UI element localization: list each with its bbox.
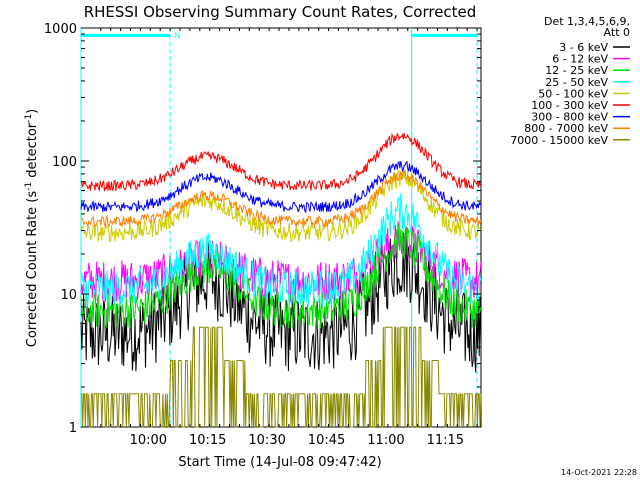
- y-axis-label-exp1: -1: [24, 182, 34, 191]
- legend-entry-label: 6 - 12 keV: [552, 53, 608, 66]
- y-axis-label: Corrected Count Rate (s-1 detector-1): [24, 109, 40, 347]
- legend-entry-label: 300 - 800 keV: [531, 111, 608, 124]
- y-tick-label: 100: [52, 155, 77, 170]
- y-tick-label: 1000: [44, 22, 77, 37]
- series-line: [80, 223, 482, 329]
- x-tick-label: 11:15: [427, 433, 464, 448]
- y-axis-label-exp2: -1: [24, 114, 34, 123]
- x-tick-label: 10:00: [130, 433, 167, 448]
- y-axis-label-main: Corrected Count Rate (s: [25, 191, 40, 348]
- legend-entry-label: 50 - 100 keV: [538, 87, 608, 100]
- series-lines: [80, 132, 482, 428]
- series-line: [80, 132, 482, 192]
- x-tick-label: 10:15: [189, 433, 226, 448]
- legend-header: Att 0: [604, 26, 630, 39]
- legend-entry-label: 12 - 25 keV: [545, 64, 608, 77]
- legend-entry-label: 800 - 7000 keV: [524, 122, 608, 135]
- x-axis-label: Start Time (14-Jul-08 09:47:42): [178, 455, 381, 470]
- y-tick-label: 1: [69, 421, 77, 436]
- legend-entry-label: 7000 - 15000 keV: [510, 134, 608, 147]
- legend-entry-label: 3 - 6 keV: [559, 41, 608, 54]
- legend-entry-label: 25 - 50 keV: [545, 76, 608, 89]
- series-line: [80, 168, 482, 228]
- x-tick-label: 10:45: [308, 433, 345, 448]
- timestamp: 14-Oct-2021 22:28: [561, 468, 637, 477]
- flag-label: N: [174, 31, 180, 40]
- x-axis-ticks: 10:00 10:15 10:30 10:45 11:00 11:15: [100, 28, 478, 448]
- series-line: [80, 193, 482, 307]
- y-axis-label-mid: detector: [25, 122, 40, 182]
- y-axis-label-end: ): [25, 109, 40, 114]
- y-axis-ticks: 1 10 100 1000: [44, 22, 481, 436]
- y-tick-label: 10: [60, 288, 77, 303]
- x-tick-label: 11:00: [367, 433, 404, 448]
- series-line: [80, 160, 482, 214]
- legend-entry-label: 100 - 300 keV: [531, 99, 608, 112]
- x-tick-label: 10:30: [248, 433, 285, 448]
- series-line: [81, 326, 482, 428]
- legend-header: Det 1,3,4,5,6,9,: [544, 15, 630, 28]
- chart-title: RHESSI Observing Summary Count Rates, Co…: [84, 3, 477, 21]
